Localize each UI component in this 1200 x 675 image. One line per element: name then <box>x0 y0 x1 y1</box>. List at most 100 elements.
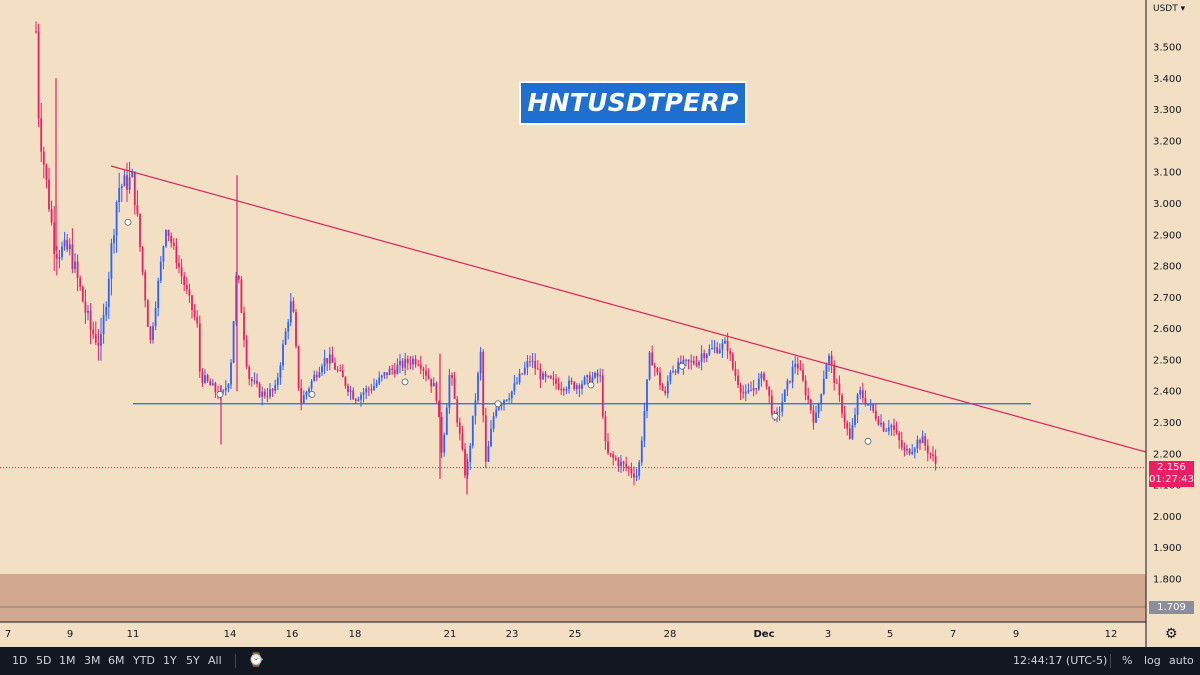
candle-body <box>562 388 565 391</box>
candle-body <box>630 468 633 474</box>
candle-body <box>378 377 381 384</box>
event-marker[interactable] <box>401 378 409 386</box>
candle-body <box>419 364 422 369</box>
event-marker[interactable] <box>587 381 595 389</box>
candle-body <box>755 388 758 390</box>
event-marker[interactable] <box>494 400 502 408</box>
auto-toggle[interactable]: auto <box>1169 654 1194 667</box>
candle-body <box>393 369 396 374</box>
candle-body <box>934 455 937 464</box>
candle-body <box>848 428 851 439</box>
time-tick-label: 9 <box>67 629 73 640</box>
candle-body <box>357 399 360 401</box>
candle-body <box>601 375 604 417</box>
price-axis[interactable]: 3.500 3.400 3.300 3.200 3.100 3.000 2.900 2.800… <box>1153 43 1182 586</box>
candle-body <box>687 359 690 362</box>
candle-body <box>256 380 258 384</box>
candle-body <box>167 229 170 236</box>
candle-body <box>833 364 836 383</box>
candle-body <box>326 358 329 364</box>
candle-body <box>209 381 212 386</box>
time-tick-label: 11 <box>127 629 140 640</box>
candle-body <box>386 372 388 375</box>
candle-body <box>661 385 664 391</box>
range-1d-button[interactable]: 1D <box>12 654 28 667</box>
candle-body <box>713 347 716 349</box>
candle-body <box>492 415 495 429</box>
range-all-button[interactable]: All <box>208 654 222 667</box>
candle-body <box>170 235 173 243</box>
candle-body <box>269 389 271 397</box>
candle-body <box>482 351 485 416</box>
candle-body <box>271 389 274 391</box>
candle-body <box>471 415 474 446</box>
candle-body <box>456 399 459 423</box>
candle-body <box>557 383 560 389</box>
range-1y-button[interactable]: 1Y <box>163 654 177 667</box>
event-marker[interactable] <box>678 362 686 370</box>
candle-body <box>695 363 698 366</box>
candle-body <box>508 398 511 400</box>
gear-icon[interactable]: ⚙ <box>1165 625 1178 641</box>
range-5d-button[interactable]: 5D <box>36 654 52 667</box>
candle-body <box>79 277 82 287</box>
candle-body <box>817 403 820 413</box>
candle-body <box>201 371 204 383</box>
event-marker[interactable] <box>864 437 872 445</box>
candle-body <box>448 374 451 408</box>
toolbar-divider <box>1110 654 1111 668</box>
currency-menu[interactable]: USDT ▾ <box>1153 4 1185 14</box>
candle-body <box>63 239 66 247</box>
candle-body <box>838 383 841 396</box>
percent-toggle[interactable]: % <box>1122 654 1133 667</box>
candle-body <box>310 380 313 389</box>
range-3m-button[interactable]: 3M <box>84 654 101 667</box>
candle-body <box>417 364 420 366</box>
candle-body <box>55 254 58 259</box>
candle-body <box>287 322 290 332</box>
log-toggle[interactable]: log <box>1144 654 1161 667</box>
last-price-tag: 2.156 01:27:43 <box>1149 461 1194 487</box>
candle-body <box>331 354 334 363</box>
candle-body <box>653 365 656 369</box>
candle-body <box>677 361 680 373</box>
candles-group <box>35 21 937 495</box>
candle-body <box>718 349 721 354</box>
candle-body <box>635 475 638 478</box>
candle-body <box>243 312 245 340</box>
price-tick-label: 3.000 <box>1153 199 1182 210</box>
candle-body <box>893 425 895 430</box>
candle-body <box>253 380 256 382</box>
candle-body <box>40 118 43 152</box>
candle-body <box>279 365 282 378</box>
event-marker[interactable] <box>771 412 779 420</box>
candle-body <box>744 391 747 394</box>
range-6m-button[interactable]: 6M <box>108 654 125 667</box>
candle-body <box>916 439 919 449</box>
candle-body <box>703 353 706 358</box>
candle-body <box>549 376 552 379</box>
candle-body <box>768 386 771 396</box>
candle-body <box>913 448 916 452</box>
candle-body <box>110 243 113 279</box>
clock-time[interactable]: 12:44:17 (UTC-5) <box>1013 654 1108 667</box>
candle-body <box>536 368 539 370</box>
candle-body <box>128 177 131 190</box>
range-ytd-button[interactable]: YTD <box>133 654 155 667</box>
time-axis[interactable]: 7 9 11 14 16 18 21 23 25 28 Dec 3 5 7 9 12 <box>5 629 1118 640</box>
date-range-icon[interactable]: ⌚ <box>248 653 265 668</box>
candle-body <box>240 279 243 313</box>
candle-body <box>763 373 765 381</box>
candle-body <box>152 326 154 340</box>
candle-body <box>157 280 160 309</box>
event-marker[interactable] <box>124 218 132 226</box>
candle-body <box>276 377 279 386</box>
candle-body <box>292 301 295 312</box>
candle-body <box>505 399 508 401</box>
range-1m-button[interactable]: 1M <box>59 654 76 667</box>
candle-body <box>305 391 308 396</box>
event-marker[interactable] <box>216 390 224 398</box>
event-marker[interactable] <box>308 390 316 398</box>
price-tick-label: 2.500 <box>1153 355 1182 366</box>
range-5y-button[interactable]: 5Y <box>186 654 200 667</box>
